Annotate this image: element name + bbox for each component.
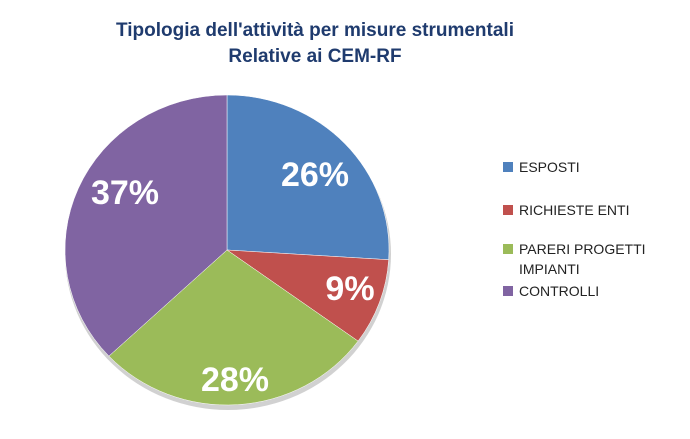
- legend-label-controlli: CONTROLLI: [519, 283, 600, 299]
- legend-swatch-richieste-enti: [503, 205, 513, 215]
- legend-label-esposti: ESPOSTI: [519, 159, 580, 175]
- legend-item-pareri-progetti-impianti: PARERI PROGETTI IMPIANTI: [503, 239, 679, 279]
- chart-subtitle: Relative ai CEM-RF: [228, 46, 402, 67]
- pie-slice-esposti: [226, 94, 390, 260]
- legend-swatch-controlli: [503, 286, 513, 296]
- pie-slice-pareri-progetti-impianti: [108, 249, 359, 406]
- slice-label-controlli: 37%: [91, 174, 159, 212]
- chart-title: Tipologia dell'attività per misure strum…: [116, 20, 514, 41]
- legend-label-pareri-progetti-impianti: PARERI PROGETTI IMPIANTI: [519, 241, 646, 277]
- slice-label-esposti: 26%: [281, 156, 349, 194]
- slice-label-richieste-enti: 9%: [325, 270, 374, 308]
- pie-slice-richieste-enti: [226, 249, 389, 342]
- legend-item-esposti: ESPOSTI: [503, 157, 679, 177]
- legend-item-controlli: CONTROLLI: [503, 281, 679, 301]
- legend-item-richieste-enti: RICHIESTE ENTI: [503, 200, 679, 220]
- legend-swatch-pareri-progetti-impianti: [503, 244, 513, 254]
- legend-label-richieste-enti: RICHIESTE ENTI: [519, 202, 630, 218]
- slice-label-pareri-progetti-impianti: 28%: [201, 361, 269, 399]
- chart-title-block: Tipologia dell'attività per misure strum…: [0, 18, 630, 70]
- pie-slice-controlli: [64, 94, 228, 357]
- legend-swatch-esposti: [503, 162, 513, 172]
